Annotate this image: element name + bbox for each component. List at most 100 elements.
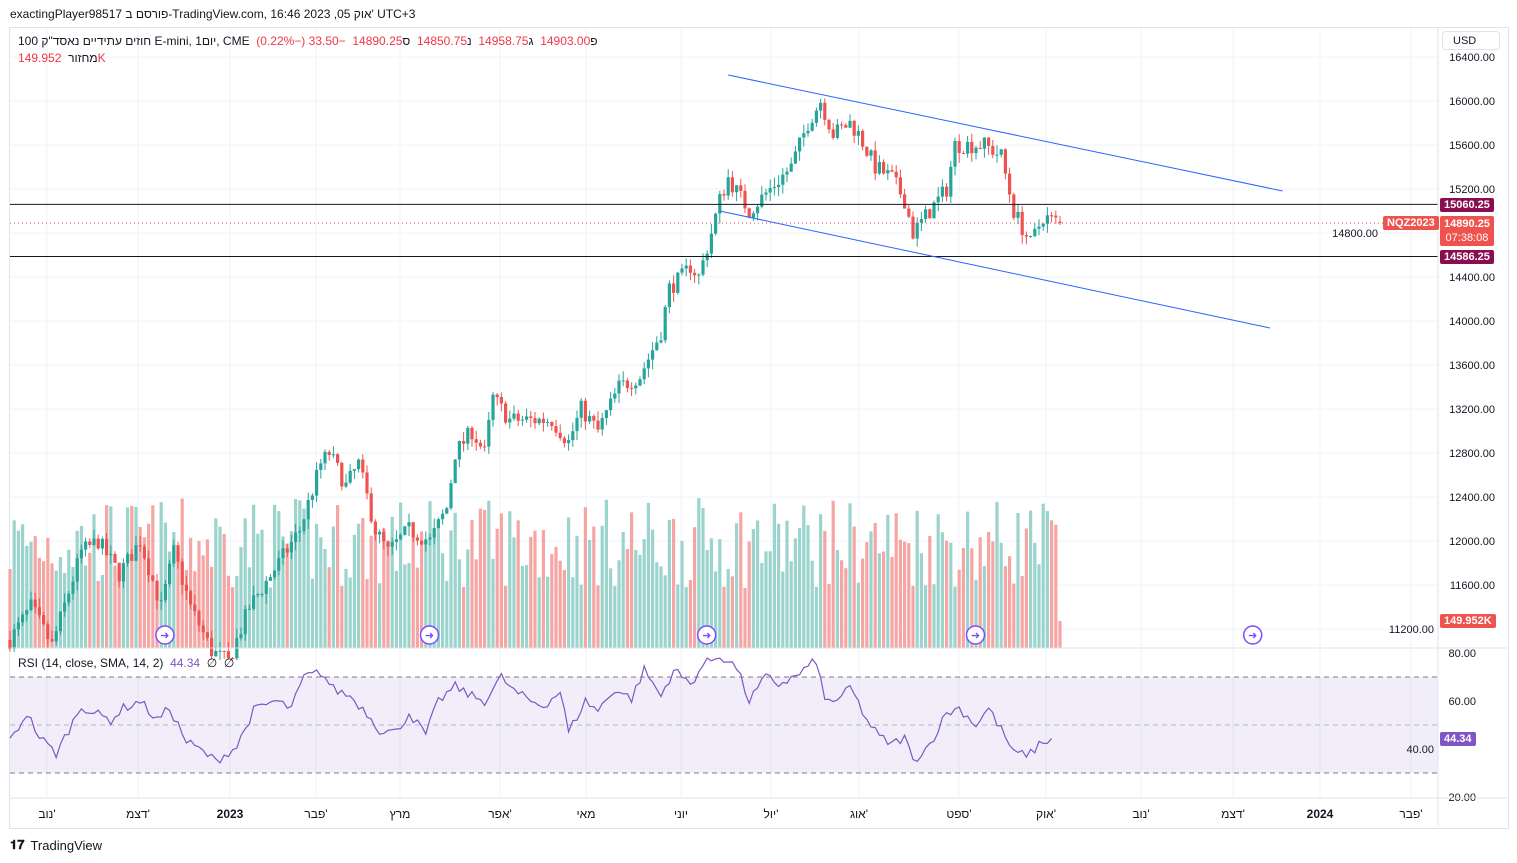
candle-body [873, 150, 877, 174]
volume-bar [268, 587, 272, 648]
volume-bar [861, 558, 865, 648]
volume-bar [873, 522, 877, 648]
volume-bar [798, 527, 802, 648]
price-tick-label: 14000.00 [1449, 316, 1495, 328]
candle-body [399, 534, 403, 540]
volume-label[interactable]: מחזור [68, 51, 98, 65]
candle-body [865, 146, 869, 156]
candle-body [772, 187, 776, 189]
rsi-tick-label: 80.00 [1448, 648, 1476, 660]
currency-button[interactable]: USD [1442, 31, 1500, 50]
candle-body [189, 590, 193, 605]
volume-bar [697, 498, 701, 648]
change-value: −33.50 (−0.22%) [256, 34, 346, 48]
candle-body [315, 469, 319, 496]
candle-body [835, 124, 839, 138]
volume-bar [239, 546, 243, 648]
candle-body [751, 213, 755, 218]
candle-body [348, 470, 352, 483]
candle-body [12, 629, 16, 649]
volume-bar [562, 570, 566, 648]
candle-body [441, 513, 445, 520]
volume-bar [814, 586, 818, 648]
volume-bar [764, 551, 768, 648]
rsi-na-1: ∅ [206, 656, 218, 670]
candle-body [634, 385, 638, 389]
candle-body [264, 580, 268, 594]
volume-bar [340, 586, 344, 648]
candle-body [583, 400, 587, 422]
candle-body [378, 531, 382, 535]
rsi-tick-label: 60.00 [1448, 696, 1476, 708]
candle-body [357, 459, 361, 470]
candle-body [894, 171, 898, 178]
candle-body [197, 611, 201, 626]
symbol-legend: 100 חוזים עתידיים נאסד"ק E-mini, 1יום, C… [18, 34, 598, 48]
candle-body [541, 418, 545, 423]
volume-bar [365, 578, 369, 648]
price-tick-label: 12000.00 [1449, 536, 1495, 548]
volume-bar [436, 522, 440, 648]
volume-bar [487, 500, 491, 648]
time-tick-label: ספט' [946, 807, 971, 821]
volume-bar [336, 505, 340, 648]
volume-bar [718, 539, 722, 648]
volume-bar [252, 504, 256, 648]
candle-body [966, 141, 970, 154]
volume-bar [995, 501, 999, 648]
candle-body [625, 380, 629, 388]
candle-body [785, 171, 789, 175]
candle-body [369, 493, 373, 522]
candle-body [1050, 215, 1054, 217]
volume-bar [575, 535, 579, 648]
volume-bar [609, 568, 613, 648]
candle-body [844, 124, 848, 128]
candle-body [130, 554, 134, 561]
volume-bar [613, 585, 617, 648]
volume-bar [680, 540, 684, 648]
volume-bar [214, 518, 218, 648]
candle-body [991, 145, 995, 155]
volume-bar [827, 583, 831, 648]
candle-body [1033, 228, 1037, 237]
economic-event-icon [155, 625, 175, 645]
price-tick-label: 11200.00 [1389, 624, 1434, 636]
volume-bar [974, 579, 978, 648]
candle-body [831, 129, 835, 138]
volume-bar [617, 560, 621, 648]
volume-bar [840, 560, 844, 648]
volume-bar [1050, 520, 1054, 648]
candle-body [495, 394, 499, 398]
candle-body [567, 440, 571, 444]
volume-bar [684, 587, 688, 648]
chart-frame [9, 27, 1509, 829]
candle-body [516, 413, 520, 421]
candle-body [382, 531, 386, 542]
candle-body [760, 194, 764, 207]
time-tick-label: 2024 [1307, 807, 1334, 821]
open-value: 14903.00 [540, 34, 591, 48]
candle-body [100, 538, 104, 549]
candle-body [1045, 215, 1049, 224]
rsi-line [9, 657, 1053, 764]
rsi-label[interactable]: RSI (14, close, SMA, 14, 2) [18, 656, 164, 670]
volume-bar [1033, 542, 1037, 648]
candle-body [462, 440, 466, 444]
symbol-name[interactable]: 100 חוזים עתידיים נאסד"ק E-mini, 1יום, C… [18, 34, 250, 48]
candle-body [226, 651, 230, 659]
candle-body [978, 147, 982, 149]
candle-body [428, 537, 432, 540]
economic-event-icon [965, 625, 986, 645]
volume-bars [8, 498, 1062, 648]
rsi-value: 44.34 [170, 656, 201, 670]
volume-bar [709, 538, 713, 648]
candle-body [588, 416, 592, 422]
candle-body [168, 563, 172, 585]
volume-bar [277, 511, 281, 648]
candle-body [46, 624, 50, 640]
tradingview-logo[interactable]: 𝟏𝟕 TradingView [10, 837, 102, 853]
candle-body [126, 554, 130, 564]
volume-bar [806, 525, 810, 648]
candle-body [84, 541, 88, 550]
